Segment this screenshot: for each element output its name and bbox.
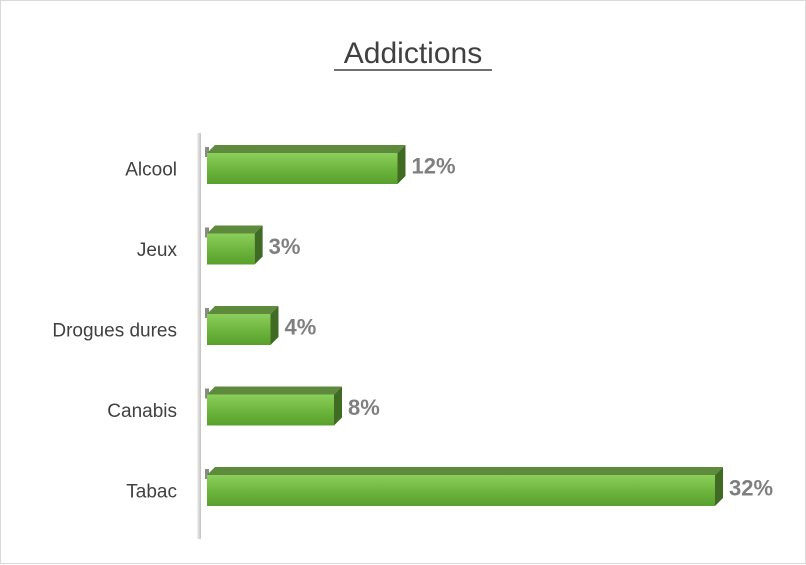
axis-tick [205,308,209,318]
bar-side-face [254,225,263,265]
value-label: 32% [729,476,773,501]
value-label: 8% [348,395,380,420]
axis-tick [205,147,209,157]
bar [207,314,271,345]
bar [207,153,398,184]
bar [207,475,715,506]
bar-top-face [207,386,342,395]
bar-side-face [334,386,342,426]
bar-side-face [397,145,406,184]
bar [207,394,334,426]
bar-top-face [207,306,279,314]
category-label: Jeux [137,240,178,261]
category-axis [197,133,201,539]
bar-top-face [207,145,406,153]
bar-top-face [207,467,723,475]
category-label: Drogues dures [52,321,177,342]
value-label: 12% [412,154,456,179]
axis-tick [205,388,209,399]
bar-side-face [270,306,279,345]
axis-tick [205,227,209,238]
bar-top-face [207,225,263,234]
bars-layer: Alcool 12% Jeux 3% Drogues dures 4% Canabis 8% T… [52,145,773,506]
value-label: 3% [269,234,301,259]
bar [207,233,255,265]
value-label: 4% [285,315,317,340]
category-label: Canabis [107,401,177,422]
category-label: Tabac [126,482,177,503]
axis-tick [205,469,209,479]
bar-side-face [715,467,723,506]
chart-title: Addictions [344,37,482,70]
category-label: Alcool [125,160,177,181]
